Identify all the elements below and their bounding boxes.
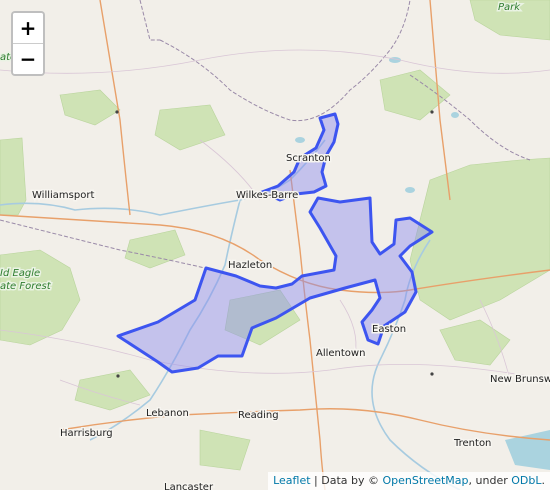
attribution-text: | Data by © — [310, 474, 383, 487]
place-label: Hazleton — [228, 260, 272, 271]
place-label: Easton — [372, 324, 406, 335]
attribution-text: , under — [468, 474, 512, 487]
place-label: Williamsport — [32, 190, 94, 201]
place-label: Trenton — [453, 438, 491, 449]
highlighted-region[interactable] — [116, 112, 434, 374]
zoom-in-button[interactable]: + — [13, 13, 43, 43]
zoom-control: + − — [11, 11, 45, 76]
place-label: Reading — [238, 410, 279, 421]
boundaries — [0, 0, 531, 269]
attribution-text: . — [541, 474, 546, 487]
zoom-out-button[interactable]: − — [13, 43, 43, 74]
water-bodies — [295, 57, 550, 470]
minor-roads — [0, 49, 550, 406]
place-label: Lancaster — [164, 482, 214, 490]
attribution: Leaflet | Data by © OpenStreetMap, under… — [268, 472, 550, 490]
place-label: Lebanon — [146, 408, 189, 419]
odbl-link[interactable]: ODbL — [511, 474, 542, 487]
place-label: Harrisburg — [60, 428, 113, 439]
forest-areas — [0, 0, 550, 471]
rivers — [0, 139, 461, 490]
place-label: Wilkes-Barre — [236, 190, 298, 201]
openstreetmap-link[interactable]: OpenStreetMap — [382, 474, 469, 487]
place-label: Allentown — [316, 348, 365, 359]
park-label: Id Eagle — [0, 268, 40, 279]
park-label: Park — [498, 2, 521, 13]
place-label: New Brunsw — [490, 374, 550, 385]
park-label: ate Forest — [0, 281, 52, 292]
town-dots — [115, 110, 434, 378]
leaflet-link[interactable]: Leaflet — [273, 474, 311, 487]
place-label: Scranton — [286, 153, 331, 164]
